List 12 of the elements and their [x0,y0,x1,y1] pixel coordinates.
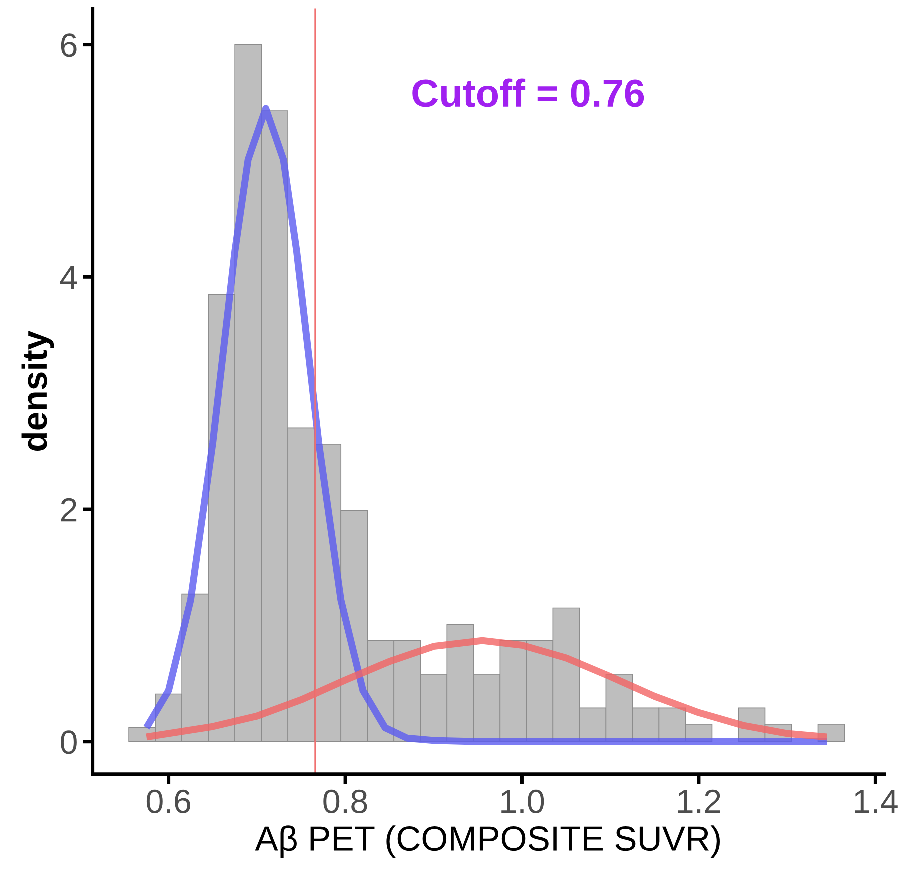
x-axis-title: Aβ PET (COMPOSITE SUVR) [255,826,720,858]
x-tick-label: 0.6 [146,790,191,814]
y-tick-label: 6 [61,34,77,58]
y-axis-title: density [22,331,54,451]
y-tick-label: 2 [61,498,77,522]
x-tick-label: 1.2 [678,790,720,814]
annotation: Cutoff = 0.76 [412,78,644,108]
x-tick-label: 1.4 [855,790,898,814]
y-tick-label: 0 [61,730,77,754]
y-tick-label: 4 [60,266,78,290]
x-tick-label: 0.8 [324,790,368,814]
x-tick-label: 1.0 [502,790,544,814]
